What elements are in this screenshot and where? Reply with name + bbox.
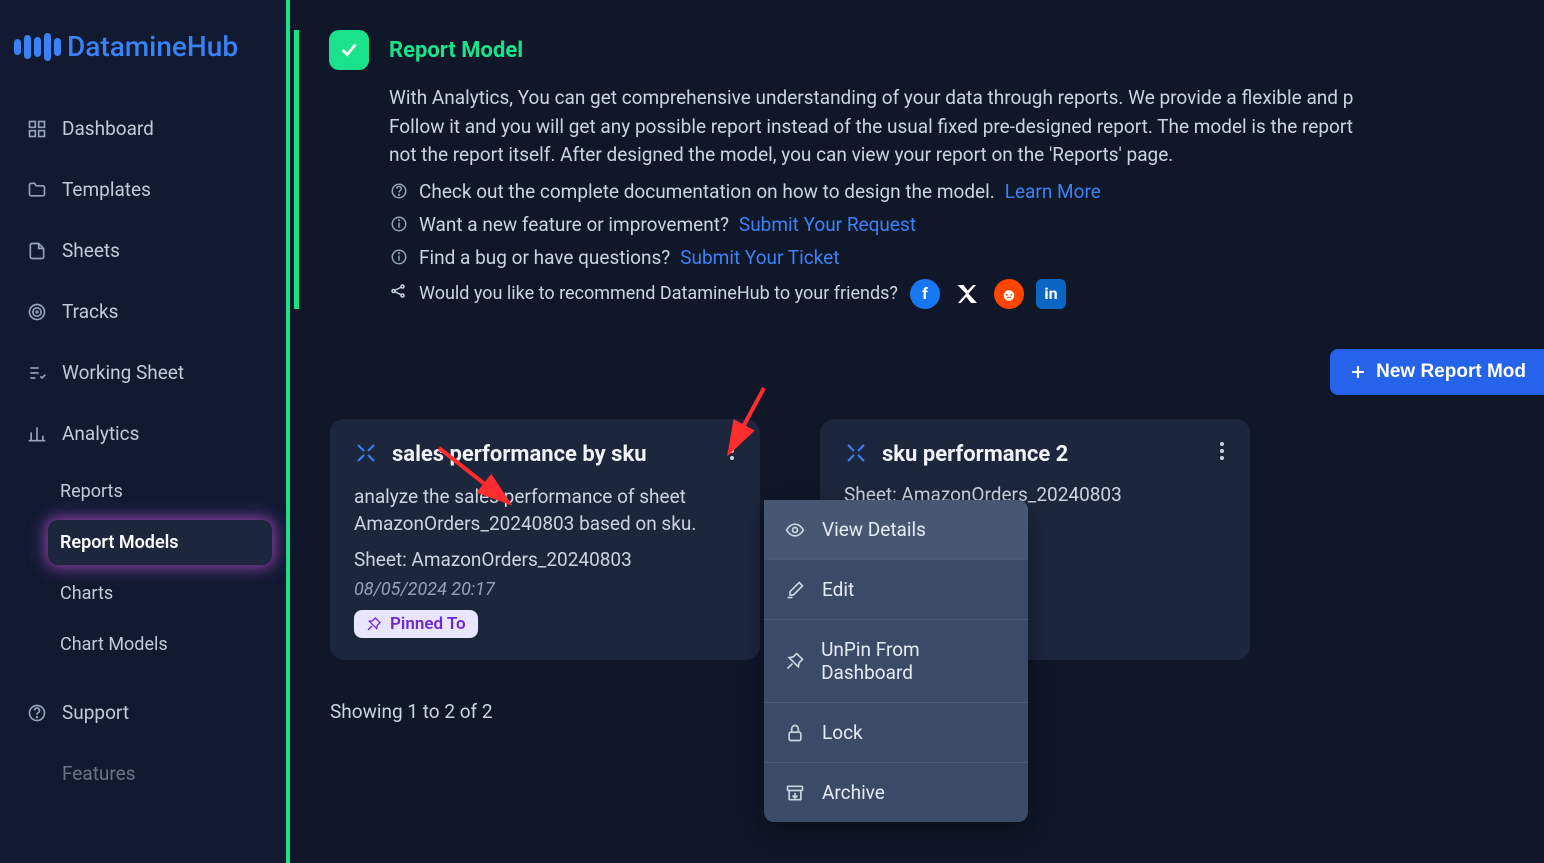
folder-icon [26,179,48,201]
sidebar-nav: Dashboard Templates Sheets Tracks Workin… [0,103,286,799]
sidebar-subitem-report-models[interactable]: Report Models [48,520,272,565]
sidebar-item-label: Tracks [62,300,118,323]
sidebar-subitem-reports[interactable]: Reports [48,469,272,514]
pin-icon [366,616,382,632]
sidebar-item-label: Features [62,762,136,785]
sidebar-item-label: Templates [62,178,151,201]
brand-name: DatamineHub [67,30,238,63]
linkedin-icon[interactable]: in [1036,279,1066,309]
ctx-archive[interactable]: Archive [764,763,1028,822]
reddit-icon[interactable] [994,279,1024,309]
sidebar-item-label: Dashboard [62,117,154,140]
card-title: sku performance 2 [882,442,1068,467]
pencil-icon [784,579,806,601]
ctx-lock[interactable]: Lock [764,703,1028,763]
bar-icon [26,423,48,445]
ctx-label: Archive [822,781,885,804]
help-icon [26,702,48,724]
card-title: sales performance by sku [392,442,647,467]
sidebar-item-support[interactable]: Support [14,687,272,738]
pinned-label: Pinned To [390,614,466,634]
learn-more-link[interactable]: Learn More [1005,180,1101,203]
card-description: analyze the sales performance of sheet A… [354,483,736,538]
star-icon [26,763,48,785]
main-content: Report Model With Analytics, You can get… [294,0,1544,863]
sidebar-item-label: Analytics [62,422,139,445]
sidebar-item-label: Chart Models [60,634,168,655]
sidebar-item-tracks[interactable]: Tracks [14,286,272,337]
facebook-icon[interactable]: f [910,279,940,309]
plus-icon [1348,362,1368,382]
card-context-menu: View Details Edit UnPin From Dashboard L… [764,500,1028,822]
banner-feature-line: Want a new feature or improvement? Submi… [389,213,1534,236]
new-button-label: New Report Mod [1376,361,1526,383]
banner-description: With Analytics, You can get comprehensiv… [389,84,1534,170]
ctx-label: View Details [822,518,926,541]
pin-icon [784,650,805,672]
banner-feature-text: Want a new feature or improvement? [419,213,729,236]
submit-request-link[interactable]: Submit Your Request [739,213,916,236]
card-sheet: Sheet: AmazonOrders_20240803 [354,548,736,571]
card-menu-button[interactable] [1210,439,1234,463]
sidebar-subitem-chart-models[interactable]: Chart Models [48,622,272,667]
sidebar-item-sheets[interactable]: Sheets [14,225,272,276]
pinned-badge: Pinned To [354,610,478,638]
design-icon [354,441,378,469]
brand-logo[interactable]: DatamineHub [0,20,286,103]
sidebar-item-label: Report Models [60,532,179,553]
eye-icon [784,519,806,541]
ctx-label: Lock [822,721,863,744]
sidebar-item-features[interactable]: Features [14,748,272,799]
sidebar-item-templates[interactable]: Templates [14,164,272,215]
new-report-model-button[interactable]: New Report Mod [1330,349,1544,395]
file-icon [26,240,48,262]
ctx-edit[interactable]: Edit [764,560,1028,620]
social-share-row: Would you like to recommend DatamineHub … [389,279,1534,309]
design-icon [844,441,868,469]
info-banner: Report Model With Analytics, You can get… [294,30,1544,309]
report-model-card[interactable]: sales performance by sku analyze the sal… [330,419,760,660]
card-date: 08/05/2024 20:17 [354,579,736,600]
ctx-label: UnPin From Dashboard [821,638,1008,684]
sidebar-item-label: Sheets [62,239,120,262]
target-icon [26,301,48,323]
sidebar-subitem-charts[interactable]: Charts [48,571,272,616]
info-icon [389,247,409,267]
archive-icon [784,782,806,804]
logo-bars-icon [14,33,61,61]
list-check-icon [26,362,48,384]
sidebar-item-label: Support [62,701,129,724]
banner-bug-text: Find a bug or have questions? [419,246,670,269]
toolbar: New Report Mod [330,349,1544,395]
submit-ticket-link[interactable]: Submit Your Ticket [680,246,839,269]
banner-title: Report Model [389,38,523,63]
banner-bug-line: Find a bug or have questions? Submit You… [389,246,1534,269]
sidebar-subnav: Reports Report Models Charts Chart Model… [14,469,272,667]
ctx-unpin[interactable]: UnPin From Dashboard [764,620,1028,703]
ctx-view-details[interactable]: View Details [764,500,1028,560]
sidebar-item-analytics[interactable]: Analytics [14,408,272,459]
sidebar-item-working-sheet[interactable]: Working Sheet [14,347,272,398]
help-circle-icon [389,181,409,201]
sidebar-item-label: Charts [60,583,113,604]
sidebar-item-label: Reports [60,481,123,502]
grid-icon [26,118,48,140]
x-twitter-icon[interactable] [952,279,982,309]
lock-icon [784,722,806,744]
card-menu-button[interactable] [720,439,744,463]
banner-doc-text: Check out the complete documentation on … [419,180,995,203]
banner-doc-line: Check out the complete documentation on … [389,180,1534,203]
sidebar-item-label: Working Sheet [62,361,184,384]
ctx-label: Edit [822,578,854,601]
share-text: Would you like to recommend DatamineHub … [419,283,898,304]
sidebar-item-dashboard[interactable]: Dashboard [14,103,272,154]
check-icon [329,30,369,70]
info-icon [389,214,409,234]
share-icon [389,282,407,305]
sidebar: DatamineHub Dashboard Templates Sheets T… [0,0,290,863]
